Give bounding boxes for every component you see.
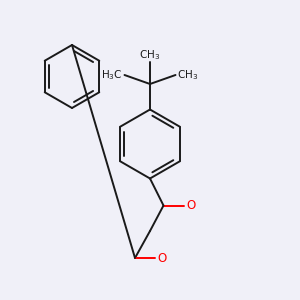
Text: CH$_3$: CH$_3$ xyxy=(177,68,198,82)
Text: CH$_3$: CH$_3$ xyxy=(140,48,160,62)
Text: H$_3$C: H$_3$C xyxy=(101,68,123,82)
Text: O: O xyxy=(186,199,196,212)
Text: O: O xyxy=(158,251,167,265)
